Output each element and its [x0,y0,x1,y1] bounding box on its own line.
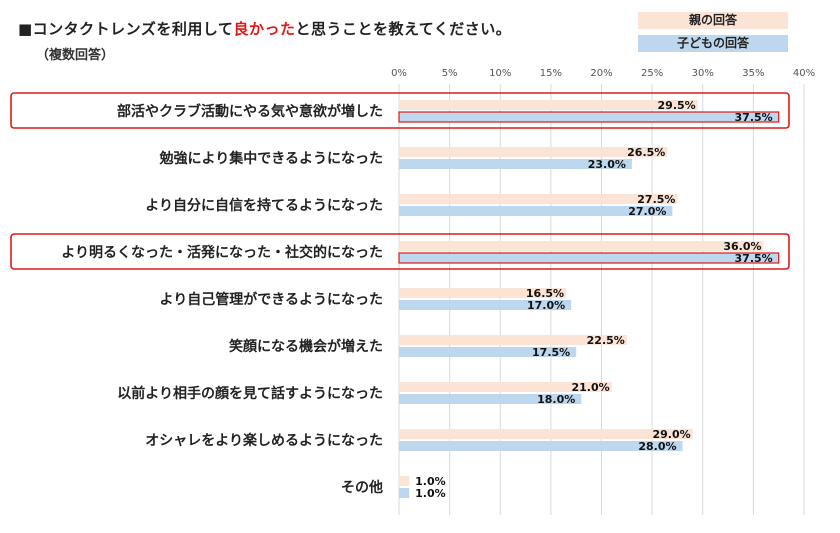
category-label: 以前より相手の顔を見て話すようになった [117,385,383,402]
bar-parent [399,335,627,345]
bar-child [399,441,683,451]
data-label-child: 17.0% [527,299,565,312]
category-label: 部活やクラブ活動にやる気や意欲が増した [117,103,383,120]
data-label-child: 37.5% [735,252,773,265]
highlight-bar-frame [398,111,780,123]
bar-child [399,488,410,498]
title-prefix: ■コンタクトレンズを利用して [18,20,234,38]
bar-child [399,253,779,263]
data-label-parent: 1.0% [415,475,446,488]
bar-child [399,394,582,404]
bar-parent [399,382,612,392]
x-tick-label: 10% [489,68,511,79]
data-label-child: 23.0% [588,158,626,171]
category-label: より明るくなった・活発になった・社交的になった [61,244,383,261]
data-label-child: 37.5% [735,111,773,124]
x-tick-label: 35% [742,68,764,79]
x-tick-label: 15% [540,68,562,79]
x-tick-label: 5% [442,68,458,79]
legend-child: 子どもの回答 [638,35,788,52]
title-highlight: 良かった [233,20,296,38]
data-label-parent: 27.5% [637,193,675,206]
highlight-bar-frame [398,252,780,264]
data-label-child: 1.0% [415,487,446,500]
bar-child [399,112,779,122]
bar-parent [399,147,668,157]
bar-child [399,300,572,310]
bar-parent [399,100,698,110]
x-tick-label: 20% [590,68,612,79]
data-label-child: 18.0% [537,393,575,406]
category-label: より自己管理ができるようになった [160,291,383,308]
data-label-parent: 16.5% [526,287,564,300]
bar-parent [399,429,693,439]
category-label: その他 [341,479,383,496]
bar-parent [399,194,678,204]
category-label: より自分に自信を持てるようになった [145,197,383,214]
x-tick-label: 25% [641,68,663,79]
data-label-parent: 22.5% [587,334,625,347]
data-label-parent: 29.5% [658,99,696,112]
highlight-frame [10,92,790,129]
category-label: 勉強により集中できるようになった [159,150,383,167]
data-label-parent: 26.5% [627,146,665,159]
category-label: 笑顔になる機会が増えた [229,338,383,355]
title-suffix: と思うことを教えてください。 [295,20,512,38]
highlight-frame [10,233,790,270]
bar-child [399,206,673,216]
data-label-parent: 29.0% [652,428,690,441]
category-label: オシャレをより楽しめるようになった [145,432,383,449]
bar-child [399,159,632,169]
chart-title: ■コンタクトレンズを利用して良かったと思うことを教えてください。 [18,18,511,39]
data-label-child: 17.5% [532,346,570,359]
legend-parent: 親の回答 [638,12,788,29]
data-label-parent: 21.0% [571,381,609,394]
bar-parent [399,241,764,251]
bar-child [399,347,577,357]
data-label-child: 27.0% [628,205,666,218]
data-label-parent: 36.0% [723,240,761,253]
bar-parent [399,476,410,486]
data-label-child: 28.0% [638,440,676,453]
bar-parent [399,288,567,298]
x-tick-label: 30% [692,68,714,79]
chart-subtitle: （複数回答） [36,48,115,63]
x-tick-label: 40% [793,68,815,79]
x-tick-label: 0% [391,68,407,79]
